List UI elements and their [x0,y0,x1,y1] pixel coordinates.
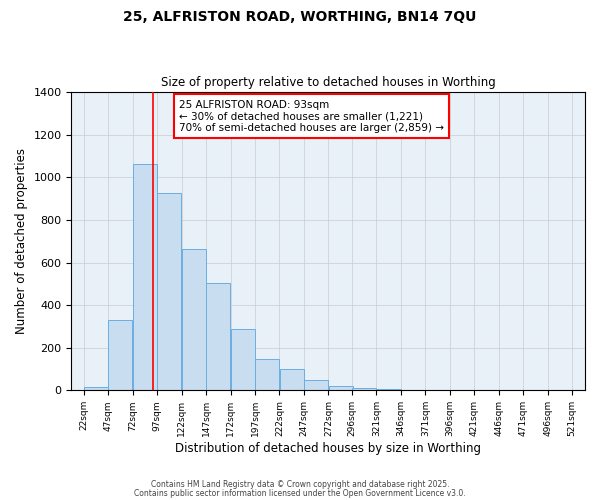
Y-axis label: Number of detached properties: Number of detached properties [15,148,28,334]
Bar [280,370,304,390]
Bar [108,320,133,390]
Text: Contains public sector information licensed under the Open Government Licence v3: Contains public sector information licen… [134,488,466,498]
Bar [255,359,280,390]
Bar [304,380,328,390]
Bar [352,388,376,390]
Text: 25 ALFRISTON ROAD: 93sqm
← 30% of detached houses are smaller (1,221)
70% of sem: 25 ALFRISTON ROAD: 93sqm ← 30% of detach… [179,100,444,132]
Bar [230,329,255,390]
Bar [329,386,353,390]
Bar [182,248,206,390]
X-axis label: Distribution of detached houses by size in Worthing: Distribution of detached houses by size … [175,442,481,455]
Bar [206,284,230,391]
Text: Contains HM Land Registry data © Crown copyright and database right 2025.: Contains HM Land Registry data © Crown c… [151,480,449,489]
Text: 25, ALFRISTON ROAD, WORTHING, BN14 7QU: 25, ALFRISTON ROAD, WORTHING, BN14 7QU [124,10,476,24]
Title: Size of property relative to detached houses in Worthing: Size of property relative to detached ho… [161,76,496,90]
Bar [157,192,181,390]
Bar [84,386,108,390]
Bar [133,164,157,390]
